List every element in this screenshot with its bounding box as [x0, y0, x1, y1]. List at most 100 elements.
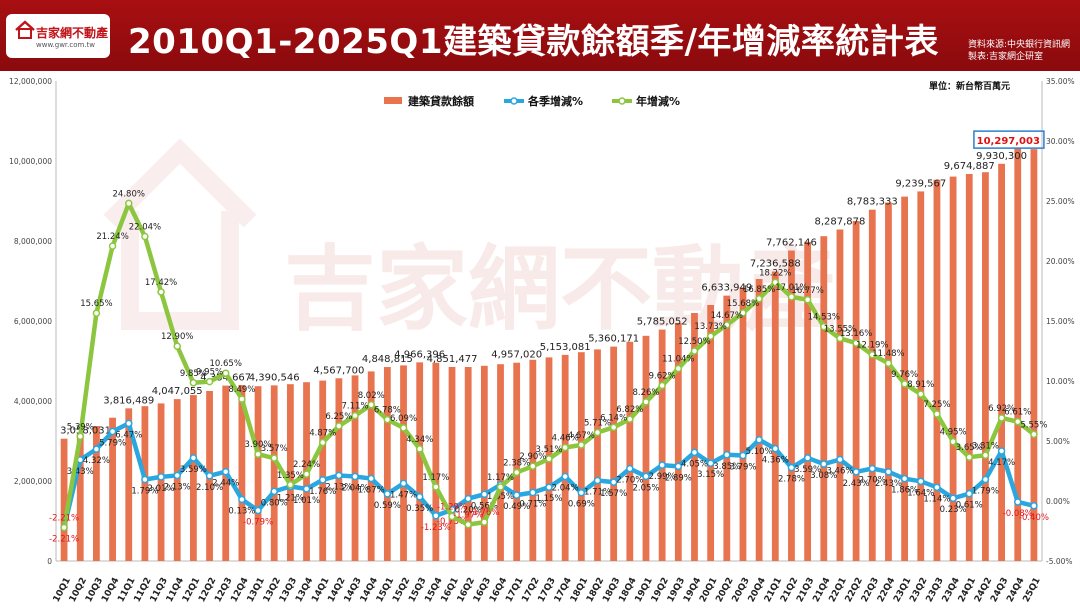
- line-value-label: 6.82%: [616, 405, 643, 415]
- series-point: [981, 475, 990, 484]
- bar: [820, 236, 828, 561]
- line-value-label: 2.70%: [859, 476, 886, 486]
- series-point: [884, 359, 893, 367]
- chart-area: 吉家網不動產 0 2,000,000 4,000,000 6,000,000 8,000…: [0, 71, 1080, 607]
- line-value-label: 2.43%: [843, 479, 870, 489]
- header-banner: 吉家網不動產 www.gwr.com.tw 2010Q1-2025Q1建築貸款餘…: [0, 0, 1080, 71]
- line-value-label: 17.01%: [775, 283, 807, 293]
- series-point: [157, 473, 165, 481]
- series-point: [1014, 498, 1022, 506]
- line-value-label: 17.42%: [145, 278, 177, 288]
- bar: [577, 352, 585, 561]
- legend-label: 各季增減%: [527, 94, 583, 108]
- series-point: [238, 395, 246, 403]
- line-value-label: 18.22%: [759, 268, 791, 278]
- line-value-label: 1.35%: [277, 471, 304, 481]
- bar: [836, 229, 844, 562]
- bar: [642, 335, 650, 561]
- bar: [367, 371, 375, 561]
- series-point: [480, 518, 489, 526]
- line-value-label: 5.55%: [1020, 420, 1047, 430]
- series-point: [803, 454, 812, 462]
- line-value-label: 0.61%: [956, 501, 983, 511]
- bar-value-label: 8,287,878: [814, 216, 865, 227]
- series-point: [836, 455, 844, 464]
- page-title: 2010Q1-2025Q1建築貸款餘額季/年增減率統計表: [128, 22, 939, 62]
- brand-logo[interactable]: 吉家網不動產 www.gwr.com.tw: [6, 14, 110, 58]
- watermark-house-icon: [103, 138, 257, 330]
- line-value-label: 3.85%: [713, 462, 740, 472]
- series-point: [609, 423, 618, 432]
- series-point: [917, 390, 925, 398]
- line-value-label: -1.97%: [453, 511, 483, 521]
- line-value-label: 1.01%: [293, 496, 320, 506]
- line-value-label: 0.20%: [455, 506, 482, 516]
- series-point: [593, 428, 602, 437]
- line-value-label: 2.44%: [212, 479, 239, 489]
- line-value-label: 3.43%: [67, 467, 94, 477]
- line-value-label: 2.70%: [616, 476, 643, 486]
- series-point: [642, 398, 650, 406]
- series-point: [723, 321, 731, 329]
- series-point: [803, 296, 812, 304]
- series-point: [787, 463, 796, 472]
- line-value-label: 6.47%: [115, 430, 142, 440]
- line-value-label: 1.71%: [584, 487, 611, 497]
- series-point: [609, 478, 618, 486]
- line-value-label: 15.68%: [727, 299, 759, 309]
- series-point: [141, 232, 149, 241]
- series-point: [76, 432, 84, 441]
- bar-value-label: 9,930,300: [976, 151, 1027, 162]
- right-axis-tick-label: 0.00%: [1046, 497, 1070, 506]
- line-value-label: 3.15%: [697, 470, 724, 480]
- series-point: [1014, 417, 1022, 426]
- bar: [852, 221, 860, 561]
- legend-marker: [510, 97, 518, 105]
- series-point: [917, 477, 925, 486]
- bar-value-label: 4,384,667: [200, 373, 251, 384]
- left-axis-tick-label: 2,000,000: [14, 477, 52, 486]
- series-point: [577, 441, 586, 449]
- bar: [93, 426, 100, 561]
- bar-value-label: 7,762,146: [766, 238, 817, 249]
- bar: [351, 375, 359, 561]
- series-point: [755, 436, 763, 444]
- left-axis-tick-label: 8,000,000: [14, 237, 52, 246]
- bar: [1030, 149, 1038, 561]
- line-value-label: 8.91%: [907, 380, 934, 390]
- series-point: [884, 468, 893, 476]
- series-point: [739, 309, 747, 317]
- bar: [626, 341, 634, 561]
- bar: [60, 438, 68, 561]
- bar-value-label: 9,674,887: [944, 161, 995, 172]
- legend-label: 建築貸款餘額: [408, 94, 474, 108]
- series-point: [577, 488, 586, 497]
- line-value-label: 7.25%: [923, 400, 950, 410]
- bar-value-label: 5,360,171: [588, 334, 639, 345]
- series-point: [852, 468, 860, 476]
- series-point: [399, 479, 408, 488]
- bar-value-label: 4,567,700: [313, 365, 364, 376]
- series-point: [173, 471, 181, 480]
- series-point: [706, 332, 715, 340]
- bar: [109, 417, 116, 561]
- bar: [885, 202, 892, 561]
- series-point: [415, 445, 424, 453]
- line-value-label: 2.13%: [164, 482, 191, 492]
- bar-value-label: 4,390,546: [249, 372, 300, 383]
- bar: [691, 313, 698, 561]
- series-point: [626, 415, 634, 423]
- series-point: [561, 443, 569, 452]
- line-value-label: 9.85%: [180, 369, 207, 379]
- series-point: [755, 295, 763, 303]
- series-point: [771, 444, 780, 453]
- line-value-label: -1.29%: [437, 502, 467, 512]
- line-value-label: -0.40%: [1019, 513, 1049, 523]
- left-axis-tick-label: 6,000,000: [14, 317, 52, 326]
- bar: [868, 209, 876, 561]
- series-point: [351, 411, 359, 420]
- bar: [771, 271, 779, 561]
- line-value-label: 13.55%: [824, 324, 856, 334]
- bar-value-label: 4,966,396: [394, 349, 445, 360]
- series-point: [157, 288, 165, 296]
